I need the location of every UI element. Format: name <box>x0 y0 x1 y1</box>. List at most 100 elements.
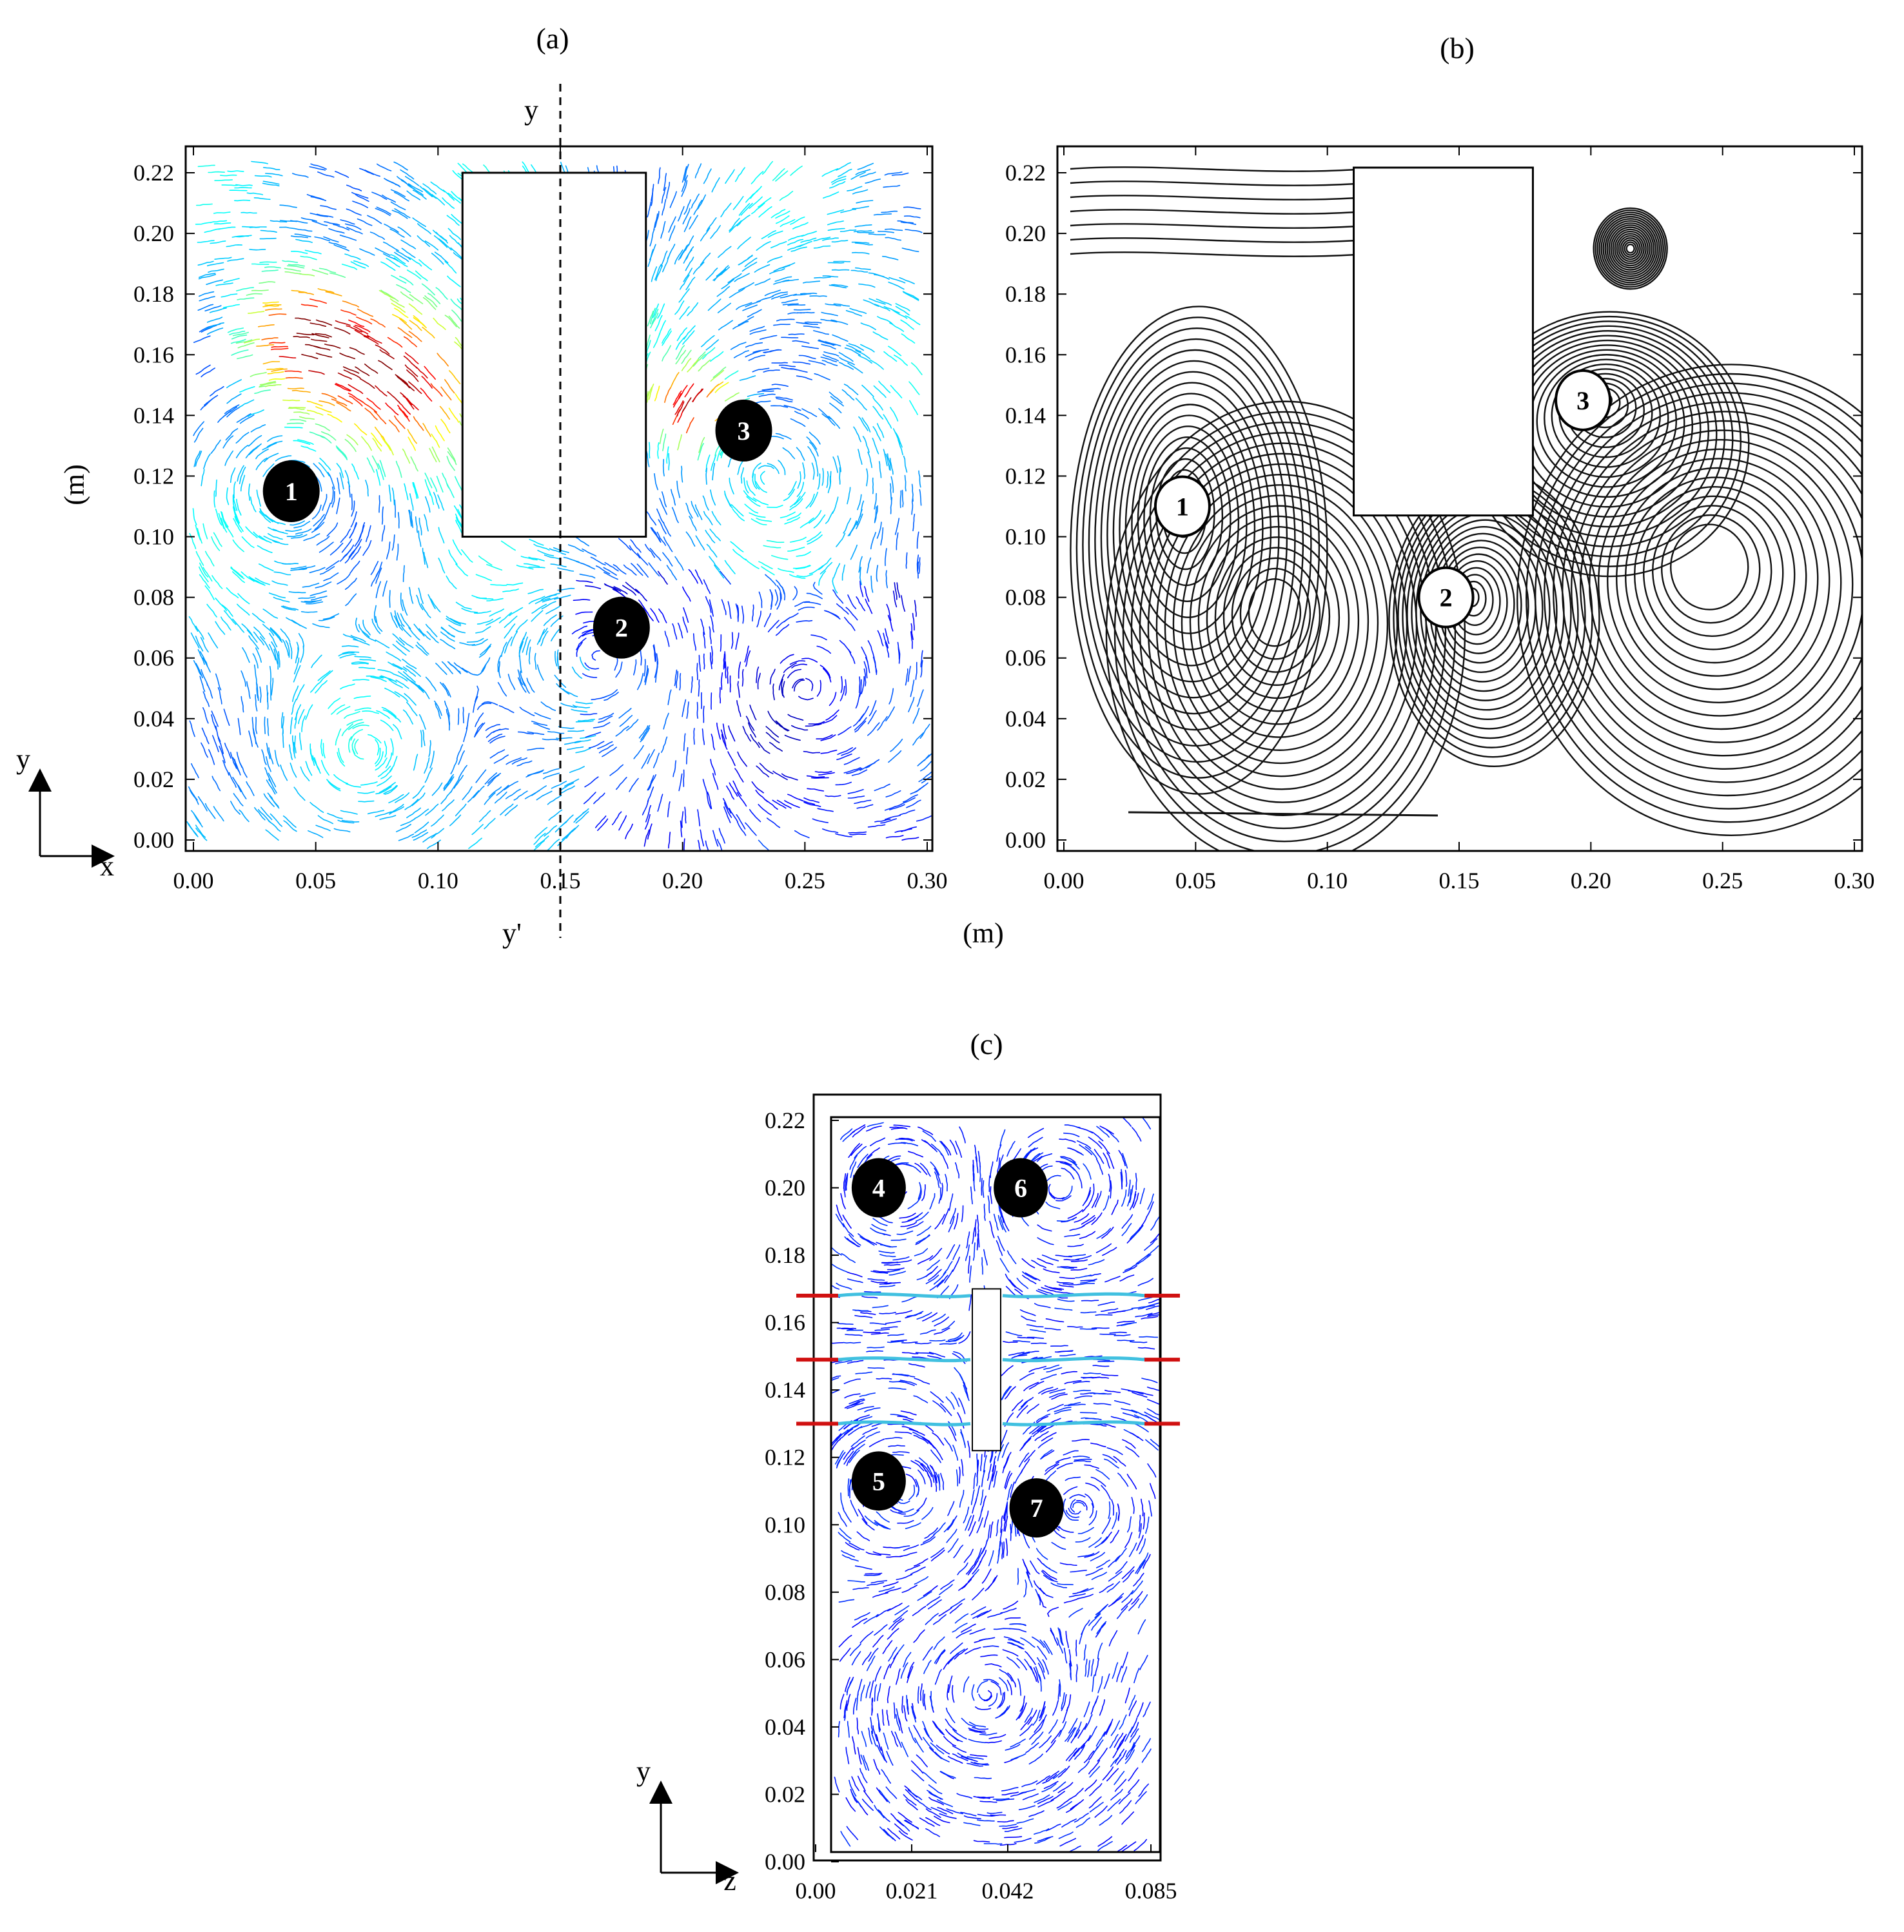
glyph-x-label-a: x <box>100 850 114 882</box>
velocity-vector <box>488 786 502 798</box>
velocity-vector <box>841 747 856 756</box>
velocity-vector <box>1034 1430 1049 1441</box>
velocity-vector <box>221 293 238 298</box>
velocity-vector <box>527 589 544 594</box>
velocity-vector <box>259 511 271 523</box>
velocity-vector <box>684 806 687 824</box>
velocity-vector <box>551 781 567 789</box>
velocity-vector <box>1095 1604 1108 1615</box>
velocity-vector <box>845 1746 850 1764</box>
velocity-vector <box>709 381 724 393</box>
velocity-vector <box>941 1208 949 1225</box>
jet-stream <box>838 1420 971 1427</box>
velocity-vector <box>1005 1538 1008 1556</box>
velocity-vector <box>836 1429 849 1441</box>
velocity-vector <box>709 599 714 617</box>
velocity-vector <box>912 513 916 532</box>
velocity-vector <box>364 407 378 420</box>
velocity-vector <box>562 827 576 841</box>
velocity-vector <box>446 215 460 226</box>
velocity-vector <box>379 349 395 360</box>
velocity-vector <box>712 773 719 790</box>
velocity-vector <box>798 799 816 805</box>
velocity-vector <box>475 712 484 727</box>
velocity-vector <box>1087 1660 1091 1678</box>
velocity-vector <box>288 407 306 409</box>
velocity-vector <box>271 347 289 351</box>
velocity-vector <box>1147 1193 1154 1210</box>
velocity-vector <box>525 770 543 778</box>
velocity-vector <box>858 283 876 288</box>
velocity-vector <box>844 1703 848 1721</box>
velocity-vector <box>1137 1278 1153 1287</box>
velocity-vector <box>486 563 503 571</box>
velocity-vector <box>703 631 706 649</box>
y-tick-label: 0.00 <box>765 1849 805 1875</box>
velocity-vector <box>420 730 422 748</box>
velocity-vector <box>1146 1201 1154 1218</box>
velocity-vector <box>916 1754 928 1768</box>
velocity-vector <box>1056 1218 1074 1222</box>
velocity-vector <box>683 268 693 282</box>
velocity-vector <box>1118 1792 1131 1804</box>
velocity-vector <box>925 1613 939 1625</box>
velocity-vector <box>843 1378 861 1385</box>
velocity-vector <box>527 731 545 736</box>
velocity-vector <box>771 362 788 364</box>
velocity-vector <box>613 586 628 595</box>
velocity-vector <box>430 383 443 397</box>
velocity-vector <box>375 469 381 486</box>
velocity-vector <box>843 767 861 774</box>
velocity-vector <box>230 566 244 578</box>
velocity-vector <box>727 601 732 620</box>
velocity-vector <box>983 1204 986 1221</box>
velocity-vector <box>1114 1732 1124 1748</box>
velocity-vector <box>506 582 524 586</box>
velocity-vector <box>1092 1376 1109 1379</box>
velocity-vector <box>961 1205 964 1222</box>
velocity-vector <box>1128 1695 1136 1710</box>
velocity-vector <box>894 1545 910 1549</box>
velocity-vector <box>413 754 418 771</box>
velocity-vector <box>1038 1674 1042 1692</box>
velocity-vector <box>916 1271 932 1280</box>
velocity-vector <box>971 1684 975 1701</box>
velocity-vector <box>1017 1568 1019 1585</box>
velocity-vector <box>869 359 884 370</box>
velocity-vector <box>885 790 901 797</box>
velocity-vector <box>842 1215 852 1229</box>
velocity-vector <box>309 590 327 596</box>
velocity-vector <box>1041 1388 1059 1395</box>
velocity-vector <box>197 164 215 168</box>
velocity-vector <box>1122 1652 1128 1668</box>
velocity-vector <box>895 303 910 311</box>
velocity-vector <box>923 1693 927 1710</box>
velocity-vector <box>1072 1588 1089 1595</box>
velocity-vector <box>378 495 380 513</box>
vortex-markers-c: 4 657 <box>851 1158 1064 1538</box>
velocity-vector <box>406 398 419 411</box>
velocity-vector <box>775 210 790 219</box>
velocity-vector <box>554 594 571 600</box>
velocity-vector <box>918 1126 934 1135</box>
velocity-vector <box>958 1398 966 1414</box>
velocity-vector <box>900 1222 917 1227</box>
velocity-vector <box>1116 1605 1128 1619</box>
velocity-vector <box>657 303 665 319</box>
velocity-vector <box>424 366 436 380</box>
x-tick-label: 0.00 <box>796 1878 836 1904</box>
velocity-vector <box>851 1792 861 1808</box>
velocity-vector <box>1067 1147 1083 1155</box>
velocity-vector <box>923 1532 936 1543</box>
velocity-vector <box>854 242 873 246</box>
velocity-vector <box>346 719 363 726</box>
velocity-vector <box>792 222 809 229</box>
velocity-vector <box>787 235 805 241</box>
velocity-vector <box>640 727 651 743</box>
velocity-vector <box>881 1709 885 1726</box>
velocity-vector <box>497 682 507 697</box>
velocity-vector <box>1027 1710 1037 1725</box>
velocity-vector <box>1077 1552 1095 1557</box>
velocity-vector <box>925 1808 941 1819</box>
velocity-vector <box>774 589 779 606</box>
